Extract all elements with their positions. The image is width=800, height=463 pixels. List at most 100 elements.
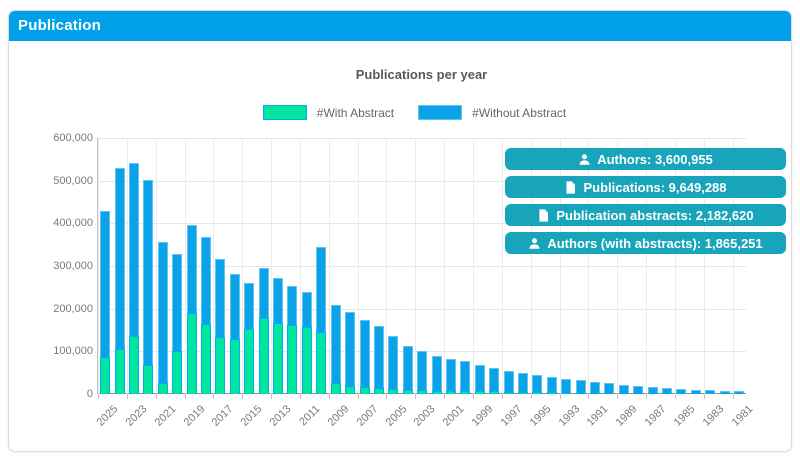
bar-2008[interactable] <box>343 138 357 394</box>
bar-segment-without-abstract[interactable] <box>604 383 615 393</box>
bar-segment-with-abstract[interactable] <box>201 324 212 394</box>
bar-2004[interactable] <box>401 138 415 394</box>
bar-segment-without-abstract[interactable] <box>201 237 212 324</box>
bar-segment-without-abstract[interactable] <box>359 320 370 387</box>
bar-segment-with-abstract[interactable] <box>445 391 456 394</box>
bar-segment-without-abstract[interactable] <box>460 361 471 391</box>
bar-segment-with-abstract[interactable] <box>359 387 370 394</box>
bar-segment-without-abstract[interactable] <box>316 247 327 332</box>
bar-2001[interactable] <box>444 138 458 394</box>
bar-2023[interactable] <box>127 138 141 394</box>
bar-segment-with-abstract[interactable] <box>633 393 644 394</box>
bar-segment-without-abstract[interactable] <box>734 391 745 393</box>
bar-1981[interactable] <box>732 138 746 394</box>
bar-segment-with-abstract[interactable] <box>517 392 528 394</box>
bar-segment-without-abstract[interactable] <box>532 375 543 392</box>
bar-2002[interactable] <box>429 138 443 394</box>
bar-segment-with-abstract[interactable] <box>402 390 413 394</box>
bar-2020[interactable] <box>170 138 184 394</box>
bar-1986[interactable] <box>660 138 674 394</box>
bar-segment-without-abstract[interactable] <box>431 356 442 391</box>
bar-segment-with-abstract[interactable] <box>316 332 327 394</box>
bar-segment-with-abstract[interactable] <box>287 325 298 394</box>
bar-segment-without-abstract[interactable] <box>129 163 140 336</box>
bar-segment-with-abstract[interactable] <box>215 337 226 394</box>
bar-segment-with-abstract[interactable] <box>705 393 716 394</box>
bar-segment-with-abstract[interactable] <box>157 383 168 394</box>
bar-segment-without-abstract[interactable] <box>345 312 356 386</box>
bar-segment-without-abstract[interactable] <box>575 380 586 393</box>
bar-2012[interactable] <box>285 138 299 394</box>
bar-segment-with-abstract[interactable] <box>388 389 399 394</box>
bar-segment-without-abstract[interactable] <box>100 211 111 357</box>
bar-segment-with-abstract[interactable] <box>604 393 615 394</box>
bar-segment-without-abstract[interactable] <box>633 386 644 393</box>
bar-segment-with-abstract[interactable] <box>575 393 586 394</box>
bar-1990[interactable] <box>602 138 616 394</box>
bar-1993[interactable] <box>559 138 573 394</box>
bar-segment-with-abstract[interactable] <box>734 393 745 394</box>
bar-segment-without-abstract[interactable] <box>662 388 673 393</box>
bar-1983[interactable] <box>703 138 717 394</box>
bar-segment-with-abstract[interactable] <box>186 313 197 394</box>
bar-segment-with-abstract[interactable] <box>676 393 687 394</box>
bar-segment-without-abstract[interactable] <box>157 242 168 383</box>
bar-segment-without-abstract[interactable] <box>402 346 413 390</box>
bar-segment-without-abstract[interactable] <box>690 390 701 393</box>
bar-segment-without-abstract[interactable] <box>258 268 269 318</box>
bar-segment-with-abstract[interactable] <box>618 393 629 394</box>
bar-2013[interactable] <box>271 138 285 394</box>
bar-2016[interactable] <box>228 138 242 394</box>
bar-segment-without-abstract[interactable] <box>388 336 399 389</box>
bar-segment-with-abstract[interactable] <box>129 336 140 394</box>
bar-segment-with-abstract[interactable] <box>258 318 269 394</box>
bar-segment-without-abstract[interactable] <box>503 371 514 392</box>
bar-segment-with-abstract[interactable] <box>273 323 284 394</box>
bar-2024[interactable] <box>112 138 126 394</box>
bar-2025[interactable] <box>98 138 112 394</box>
bar-segment-without-abstract[interactable] <box>330 305 341 383</box>
bar-1987[interactable] <box>645 138 659 394</box>
bar-1985[interactable] <box>674 138 688 394</box>
bar-segment-without-abstract[interactable] <box>114 168 125 349</box>
legend-label-with-abstract[interactable]: #With Abstract <box>316 105 395 120</box>
bar-segment-without-abstract[interactable] <box>287 286 298 325</box>
bar-1999[interactable] <box>473 138 487 394</box>
bar-segment-without-abstract[interactable] <box>474 365 485 391</box>
bar-segment-without-abstract[interactable] <box>590 382 601 393</box>
bar-1988[interactable] <box>631 138 645 394</box>
bar-segment-with-abstract[interactable] <box>719 393 730 394</box>
bar-segment-with-abstract[interactable] <box>143 365 154 394</box>
bar-segment-without-abstract[interactable] <box>229 274 240 339</box>
bar-segment-with-abstract[interactable] <box>489 391 500 394</box>
bar-1998[interactable] <box>487 138 501 394</box>
bar-segment-without-abstract[interactable] <box>301 292 312 327</box>
bar-2006[interactable] <box>372 138 386 394</box>
bar-segment-with-abstract[interactable] <box>345 386 356 394</box>
bar-2010[interactable] <box>314 138 328 394</box>
bar-segment-without-abstract[interactable] <box>676 389 687 393</box>
bar-segment-with-abstract[interactable] <box>301 327 312 394</box>
bar-segment-without-abstract[interactable] <box>373 326 384 388</box>
bar-segment-with-abstract[interactable] <box>114 349 125 394</box>
bar-2021[interactable] <box>156 138 170 394</box>
bar-segment-without-abstract[interactable] <box>186 225 197 313</box>
bar-2003[interactable] <box>415 138 429 394</box>
bar-segment-with-abstract[interactable] <box>647 393 658 394</box>
bar-1997[interactable] <box>501 138 515 394</box>
bar-1984[interactable] <box>689 138 703 394</box>
bar-segment-without-abstract[interactable] <box>417 351 428 390</box>
bar-2007[interactable] <box>357 138 371 394</box>
bar-2022[interactable] <box>141 138 155 394</box>
bar-segment-with-abstract[interactable] <box>662 393 673 394</box>
bar-2017[interactable] <box>213 138 227 394</box>
bar-2015[interactable] <box>242 138 256 394</box>
bar-segment-without-abstract[interactable] <box>719 391 730 393</box>
bar-2000[interactable] <box>458 138 472 394</box>
bar-segment-with-abstract[interactable] <box>244 329 255 394</box>
bar-2009[interactable] <box>329 138 343 394</box>
bar-2018[interactable] <box>199 138 213 394</box>
bar-segment-without-abstract[interactable] <box>143 180 154 365</box>
bar-2014[interactable] <box>256 138 270 394</box>
bar-segment-without-abstract[interactable] <box>445 359 456 391</box>
